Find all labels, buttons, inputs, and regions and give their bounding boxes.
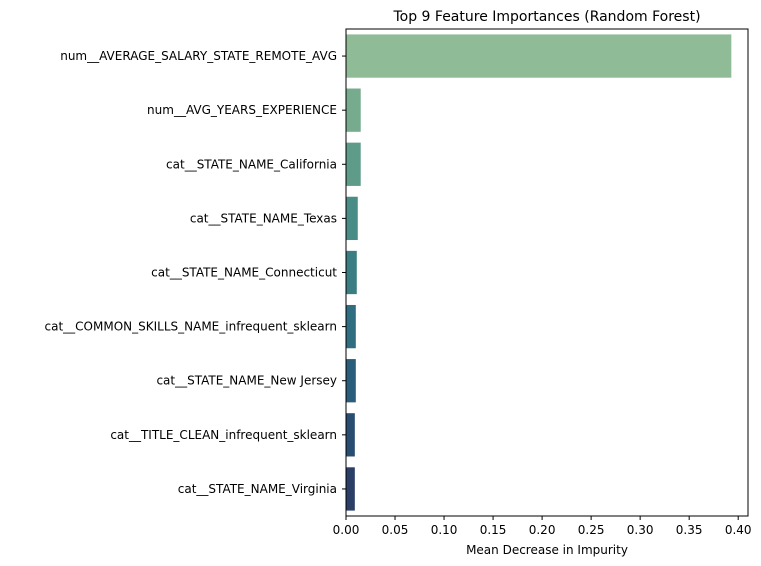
bar bbox=[346, 359, 356, 403]
category-label: cat__STATE_NAME_Connecticut bbox=[151, 266, 337, 280]
category-label: num__AVG_YEARS_EXPERIENCE bbox=[147, 103, 337, 117]
bar bbox=[346, 34, 732, 78]
x-tick-label: 0.40 bbox=[725, 523, 752, 537]
bar bbox=[346, 88, 361, 132]
x-tick-label: 0.20 bbox=[529, 523, 556, 537]
category-label: cat__STATE_NAME_California bbox=[166, 157, 337, 171]
x-tick-label: 0.15 bbox=[480, 523, 507, 537]
category-label: cat__STATE_NAME_Virginia bbox=[178, 482, 337, 496]
x-tick-label: 0.25 bbox=[578, 523, 605, 537]
x-axis-label: Mean Decrease in Impurity bbox=[466, 543, 628, 557]
bars-group bbox=[346, 34, 732, 511]
category-label: cat__STATE_NAME_Texas bbox=[190, 211, 337, 225]
bar bbox=[346, 142, 361, 186]
bar bbox=[346, 250, 357, 295]
bar bbox=[346, 196, 358, 241]
bar bbox=[346, 413, 355, 457]
category-label: cat__TITLE_CLEAN_infrequent_sklearn bbox=[110, 428, 337, 442]
category-label: cat__STATE_NAME_New Jersey bbox=[156, 374, 337, 388]
bar bbox=[346, 467, 355, 511]
chart-title: Top 9 Feature Importances (Random Forest… bbox=[392, 9, 700, 25]
category-labels-group: num__AVERAGE_SALARY_STATE_REMOTE_AVG num_… bbox=[45, 49, 346, 496]
x-tick-label: 0.05 bbox=[382, 523, 409, 537]
category-label: cat__COMMON_SKILLS_NAME_infrequent_sklea… bbox=[45, 320, 337, 334]
x-tick-label: 0.10 bbox=[431, 523, 458, 537]
x-ticks-group: 0.00 0.05 0.10 0.15 0.20 0.25 0.30 0.35 0.40 bbox=[333, 516, 752, 537]
axes-frame bbox=[345, 28, 749, 517]
plot-area-border bbox=[345, 28, 749, 517]
x-tick-label: 0.00 bbox=[333, 523, 360, 537]
category-label: num__AVERAGE_SALARY_STATE_REMOTE_AVG bbox=[60, 49, 337, 63]
bar bbox=[346, 304, 356, 349]
x-tick-label: 0.35 bbox=[676, 523, 703, 537]
x-tick-label: 0.30 bbox=[627, 523, 654, 537]
